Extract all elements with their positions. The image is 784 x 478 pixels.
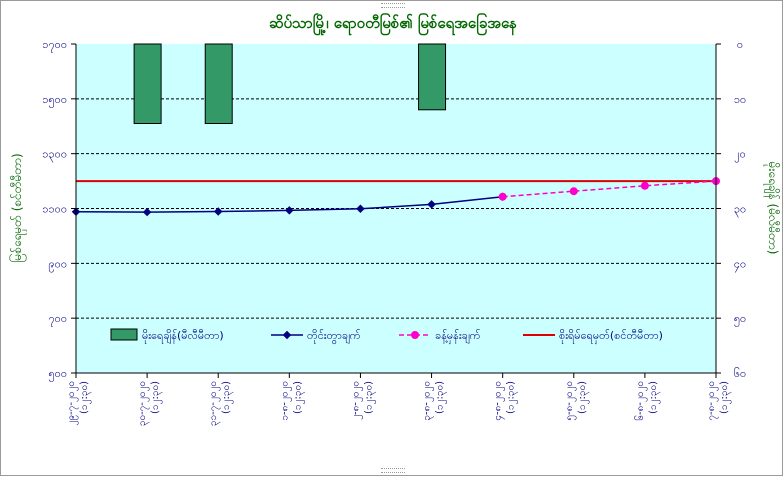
left-tick-label: ၅၀၀ <box>48 367 67 382</box>
x-tick-label: ၅-၈-၂၀၂၀ (၁၂:၃၀) <box>564 381 590 421</box>
legend-item: မိုးရေချိန်(မီလီမီတာ) <box>110 328 224 344</box>
x-tick-label: ၄-၈-၂၀၂၀ (၁၂:၃၀) <box>493 381 519 421</box>
x-tick-date: ၃-၈-၂၀၂၀ <box>422 381 435 421</box>
x-tick-time: (၁၂:၃၀) <box>719 381 732 414</box>
x-tick-time: (၁၂:၃၀) <box>150 381 163 414</box>
bar <box>204 43 233 125</box>
x-tick-time: (၁၂:၃၀) <box>292 381 305 414</box>
x-tick-time: (၁၂:၃၀) <box>435 381 448 414</box>
forecast-point <box>498 192 507 201</box>
resize-handle-bottom[interactable] <box>381 468 405 473</box>
x-tick-label: ၇-၈-၂၀၂၀ (၁၂:၃၀) <box>706 381 732 421</box>
x-tick-label: ၃-၈-၂၀၂၀ (၁၂:၃၀) <box>422 381 448 421</box>
left-tick-label: ၁၇၀၀ <box>42 38 67 53</box>
x-tick-date: ၂၉-၇-၂၀၂၀ <box>66 381 79 425</box>
y-axis-left-label: မြစ်ရေမှတ် (စင်တီမီတာ) <box>8 153 27 262</box>
left-tick-label: ၉၀၀ <box>48 257 67 272</box>
bar <box>418 43 447 111</box>
legend-label: မိုးရေချိန်(မီလီမီတာ) <box>142 329 224 344</box>
x-tick-time: (၁၂:၃၀) <box>221 381 234 414</box>
x-axis-ticks: ၂၉-၇-၂၀၂၀ (၁၂:၃၀) ၃၀-၇-၂၀၂၀ (၁၂:၃၀) ၃၁-၇-၂၀၂… <box>66 373 732 426</box>
legend-item: တိုင်းတွာချက် <box>271 329 361 344</box>
x-tick-date: ၂-၈-၂၀၂၀ <box>350 381 363 420</box>
right-tick-label: ၃၀ <box>734 203 746 218</box>
x-tick-label: ၃၁-၇-၂၀၂၀ (၁၂:၃၀) <box>208 381 234 426</box>
legend-label: တိုင်းတွာချက် <box>307 329 361 344</box>
right-tick-label: ၄၀ <box>734 257 746 272</box>
measured-point <box>213 207 223 216</box>
left-tick-label: ၁၃၀၀ <box>42 148 67 163</box>
x-tick-time: (၁၂:၃၀) <box>648 381 661 414</box>
legend-marker <box>411 331 419 339</box>
gridlines <box>76 98 716 319</box>
legend-swatch <box>110 328 138 341</box>
x-tick-date: ၅-၈-၂၀၂၀ <box>564 381 577 421</box>
legend-label: စိုးရိမ်ရေမှတ်(စင်တီမီတာ) <box>559 329 663 344</box>
legend-label: ခန့်မှန်းချက် <box>435 329 481 344</box>
x-tick-label: ၂၉-၇-၂၀၂၀ (၁၂:၃၀) <box>66 381 92 426</box>
x-tick-date: ၃၁-၇-၂၀၂၀ <box>208 381 221 426</box>
forecast-point <box>569 187 578 196</box>
x-tick-date: ၇-၈-၂၀၂၀ <box>706 381 719 421</box>
x-tick-label: ၂-၈-၂၀၂၀ (၁၂:၃၀) <box>350 381 376 420</box>
legend: မိုးရေချိန်(မီလီမီတာ) တိုင်းတွာချက် ခန့်မှ… <box>110 328 663 344</box>
measured-point <box>356 204 365 214</box>
measured-point <box>285 206 294 215</box>
x-tick-label: ၆-၈-၂၀၂၀ (၁၂:၃၀) <box>633 381 661 421</box>
left-tick-label: ၇၀၀ <box>48 312 67 327</box>
forecast-point <box>640 181 649 190</box>
legend-item: ခန့်မှန်းချက် <box>399 329 481 344</box>
x-tick-time: (၁၂:၃၀) <box>577 381 590 414</box>
measured-point <box>427 200 436 209</box>
forecast-line <box>502 180 717 198</box>
left-tick-label: ၁၁၀၀ <box>42 203 67 216</box>
right-tick-label: ၂၀ <box>734 148 746 163</box>
x-tick-time: (၁၂:၃၀) <box>363 381 376 414</box>
y-axis-right-label: မိုးရေချိန် (မီလီမီတာ) <box>763 162 781 255</box>
legend-marker <box>282 330 292 340</box>
x-tick-date: ၃၀-၇-၂၀၂၀ <box>137 381 150 426</box>
right-tick-label: ၀ <box>737 38 743 51</box>
right-tick-label: ၁၀ <box>734 93 746 106</box>
left-tick-label: ၁၅၀၀ <box>42 93 67 108</box>
resize-handle-top[interactable] <box>381 3 405 8</box>
chart-title: ဆိပ်သာမြို့၊ ရောဝတီမြစ်၏ မြစ်ရေအခြေအနေ <box>269 12 517 36</box>
measured-point <box>142 207 152 217</box>
x-tick-date: ၆-၈-၂၀၂၀ <box>633 381 648 421</box>
x-tick-date: ၁-၈-၂၀၂၀ <box>279 381 292 421</box>
right-tick-label: ၅၀ <box>734 312 746 327</box>
bar-series <box>133 43 447 125</box>
x-tick-time: (၁၂:၃၀) <box>506 381 519 414</box>
right-tick-label: ၆၀ <box>734 367 746 380</box>
line-series <box>71 177 720 217</box>
x-tick-label: ၁-၈-၂၀၂၀ (၁၂:၃၀) <box>279 381 305 421</box>
legend-item: စိုးရိမ်ရေမှတ်(စင်တီမီတာ) <box>523 329 663 344</box>
x-tick-time: (၁၂:၃၀) <box>79 381 92 414</box>
x-tick-label: ၃၀-၇-၂၀၂၀ (၁၂:၃၀) <box>137 381 163 426</box>
x-tick-date: ၄-၈-၂၀၂၀ <box>493 381 506 421</box>
bar <box>133 43 162 125</box>
